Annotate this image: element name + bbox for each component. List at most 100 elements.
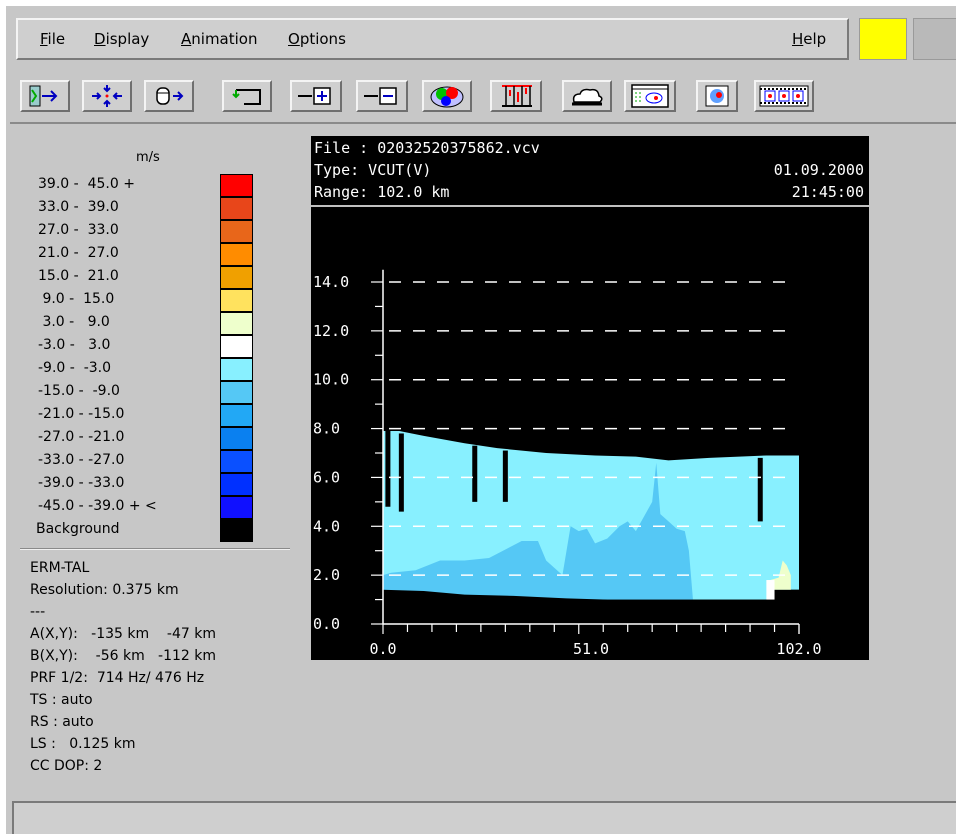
data-gap-streak [472, 445, 478, 502]
x-tick-label: 51.0 [573, 640, 609, 658]
vertical-cut-button[interactable] [490, 80, 542, 112]
x-tick-label: 102.0 [776, 640, 821, 658]
y-tick-label: 14.0 [313, 273, 349, 291]
legend-swatch [220, 381, 253, 404]
legend-swatch [220, 289, 253, 312]
legend-label: -3.0 - 3.0 [38, 337, 111, 353]
status-indicator-yellow[interactable] [859, 18, 907, 60]
map-window-button[interactable] [624, 80, 676, 112]
resolution-text: Resolution: 0.375 km [30, 582, 179, 598]
legend-label: -33.0 - -27.0 [38, 452, 125, 468]
legend-label: 39.0 - 45.0 + [38, 176, 135, 192]
load-file-button[interactable] [144, 80, 194, 112]
legend-swatch [220, 358, 253, 381]
return-button[interactable] [222, 80, 272, 112]
legend-swatch [220, 404, 253, 427]
legend-label: 3.0 - 9.0 [38, 314, 110, 330]
data-gap-streak [398, 433, 404, 512]
legend-label: 9.0 - 15.0 [38, 291, 115, 307]
radar-plot: File : 02032520375862.vcv Type: VCUT(V) … [311, 139, 869, 658]
legend-label: 27.0 - 33.0 [38, 222, 119, 238]
legend-unit: m/s [136, 150, 160, 165]
separator-text: --- [30, 604, 46, 620]
radar-application-window: File Display Animation Options Help [6, 6, 956, 834]
ts-text: TS : auto [30, 692, 93, 708]
y-tick-label: 12.0 [313, 322, 349, 340]
point-b-text: B(X,Y): -56 km -112 km [30, 648, 217, 664]
y-tick-label: 10.0 [313, 371, 349, 389]
toolbar [10, 68, 956, 124]
time-text: 21:45:00 [792, 183, 864, 201]
rs-text: RS : auto [30, 714, 94, 730]
legend-label: Background [36, 521, 120, 537]
legend-swatch [220, 335, 253, 358]
zoom-plus-icon [298, 87, 331, 105]
legend-swatch [220, 174, 253, 197]
cloud-button[interactable] [562, 80, 612, 112]
legend-label: -27.0 - -21.0 [38, 429, 125, 445]
legend-swatch [220, 450, 253, 473]
y-tick-label: 2.0 [313, 566, 340, 584]
echo-region-dark [383, 462, 693, 600]
cc-dop-text: CC DOP: 2 [30, 758, 103, 774]
legend-swatch [220, 266, 253, 289]
menu-file[interactable]: File [40, 30, 66, 48]
prf-text: PRF 1/2: 714 Hz/ 476 Hz [30, 670, 205, 686]
x-tick-label: 0.0 [369, 640, 396, 658]
ground-clutter-band [383, 589, 799, 624]
radar-vertical-cut-display[interactable]: File : 02032520375862.vcv Type: VCUT(V) … [311, 136, 869, 660]
zoom-minus-icon [364, 87, 397, 105]
exit-button[interactable] [20, 80, 70, 112]
cloud-icon [572, 88, 603, 106]
menu-animation[interactable]: Animation [181, 30, 258, 48]
menu-display[interactable]: Display [94, 30, 150, 48]
station-name: ERM-TAL [30, 560, 90, 576]
color-table-button[interactable] [422, 80, 472, 112]
file-line: File : 02032520375862.vcv [314, 139, 540, 157]
menu-options[interactable]: Options [288, 30, 346, 48]
y-tick-label: 8.0 [313, 420, 340, 438]
status-indicator-gray[interactable] [913, 18, 956, 60]
legend-swatch [220, 197, 253, 220]
legend-swatch [220, 312, 253, 335]
legend-swatch [220, 496, 253, 519]
range-line: Range: 102.0 km [314, 183, 449, 201]
menu-help[interactable]: Help [792, 30, 827, 48]
radar-overlay-button[interactable] [696, 80, 738, 112]
legend-label: 21.0 - 27.0 [38, 245, 119, 261]
y-tick-label: 0.0 [313, 615, 340, 633]
legend-label: -9.0 - -3.0 [38, 360, 112, 376]
echo-patch-white [766, 580, 775, 600]
point-a-text: A(X,Y): -135 km -47 km [30, 626, 216, 642]
zoom-in-button[interactable] [290, 80, 342, 112]
info-divider [20, 548, 290, 550]
load-file-icon [156, 87, 184, 105]
exit-door-icon [29, 85, 58, 107]
map-window-icon [631, 84, 669, 108]
legend-label: -15.0 - -9.0 [38, 383, 120, 399]
menu-bar: File Display Animation Options Help [10, 12, 956, 66]
zoom-in-arrows-icon [92, 85, 122, 107]
radar-overlay-icon [705, 85, 729, 107]
legend-swatch [220, 427, 253, 450]
y-tick-label: 6.0 [313, 468, 340, 486]
menu-panel: File Display Animation Options Help [16, 18, 849, 60]
color-blobs-icon [430, 86, 464, 108]
echo-region-main [383, 431, 799, 600]
film-strip-icon [759, 85, 809, 107]
zoom-out-button[interactable] [356, 80, 408, 112]
vertical-cut-icon [502, 85, 532, 107]
data-gap-streak [757, 457, 763, 522]
legend-swatch [220, 473, 253, 496]
ls-text: LS : 0.125 km [30, 736, 136, 752]
type-line: Type: VCUT(V) [314, 161, 431, 179]
animation-filmstrip-button[interactable] [754, 80, 814, 112]
return-arrow-icon [232, 89, 261, 105]
legend-label: -39.0 - -33.0 [38, 475, 125, 491]
legend-swatch [220, 220, 253, 243]
legend-swatch [220, 243, 253, 266]
data-gap-streak [502, 450, 508, 502]
legend-label: 15.0 - 21.0 [38, 268, 119, 284]
legend-panel: m/s 39.0 - 45.0 + 33.0 - 39.0 27.0 - 33.0 2… [10, 128, 294, 793]
center-zoom-button[interactable] [82, 80, 132, 112]
